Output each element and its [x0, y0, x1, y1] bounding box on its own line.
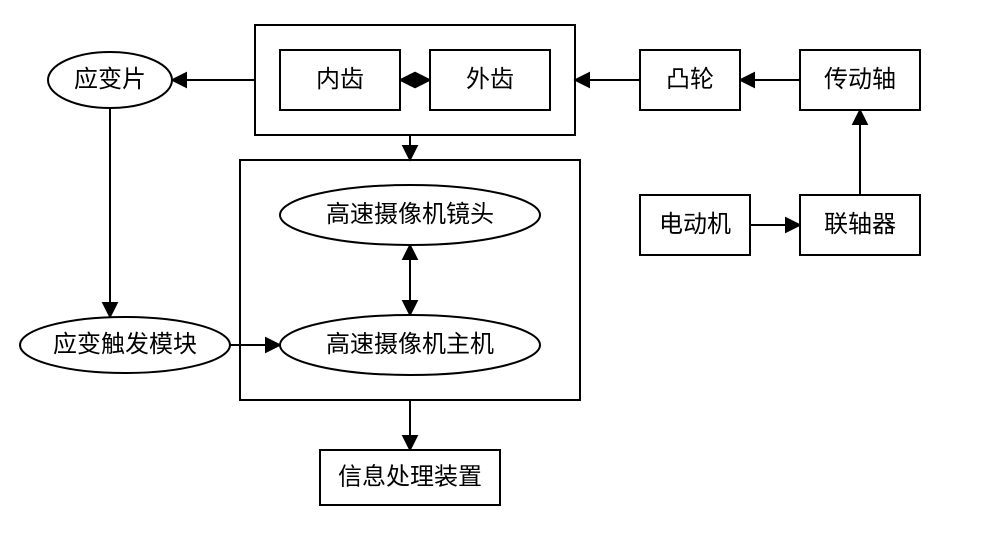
label-camera_host: 高速摄像机主机 — [326, 331, 494, 358]
label-cam: 凸轮 — [666, 66, 714, 93]
label-drive_shaft: 传动轴 — [824, 66, 896, 93]
label-strain_gauge: 应变片 — [74, 66, 146, 93]
label-info_proc: 信息处理装置 — [338, 464, 482, 491]
flowchart-canvas: 应变片 内齿 外齿 凸轮 传动轴电动机 联轴器 高速摄像机镜头高速摄像机主机 应变触发模块信息… — [0, 0, 1000, 539]
label-motor: 电动机 — [659, 211, 731, 238]
label-camera_lens: 高速摄像机镜头 — [326, 201, 494, 228]
label-inner_gear: 内齿 — [316, 66, 364, 93]
label-coupling: 联轴器 — [824, 211, 896, 238]
label-strain_trigger: 应变触发模块 — [53, 331, 197, 358]
label-outer_gear: 外齿 — [466, 66, 514, 93]
